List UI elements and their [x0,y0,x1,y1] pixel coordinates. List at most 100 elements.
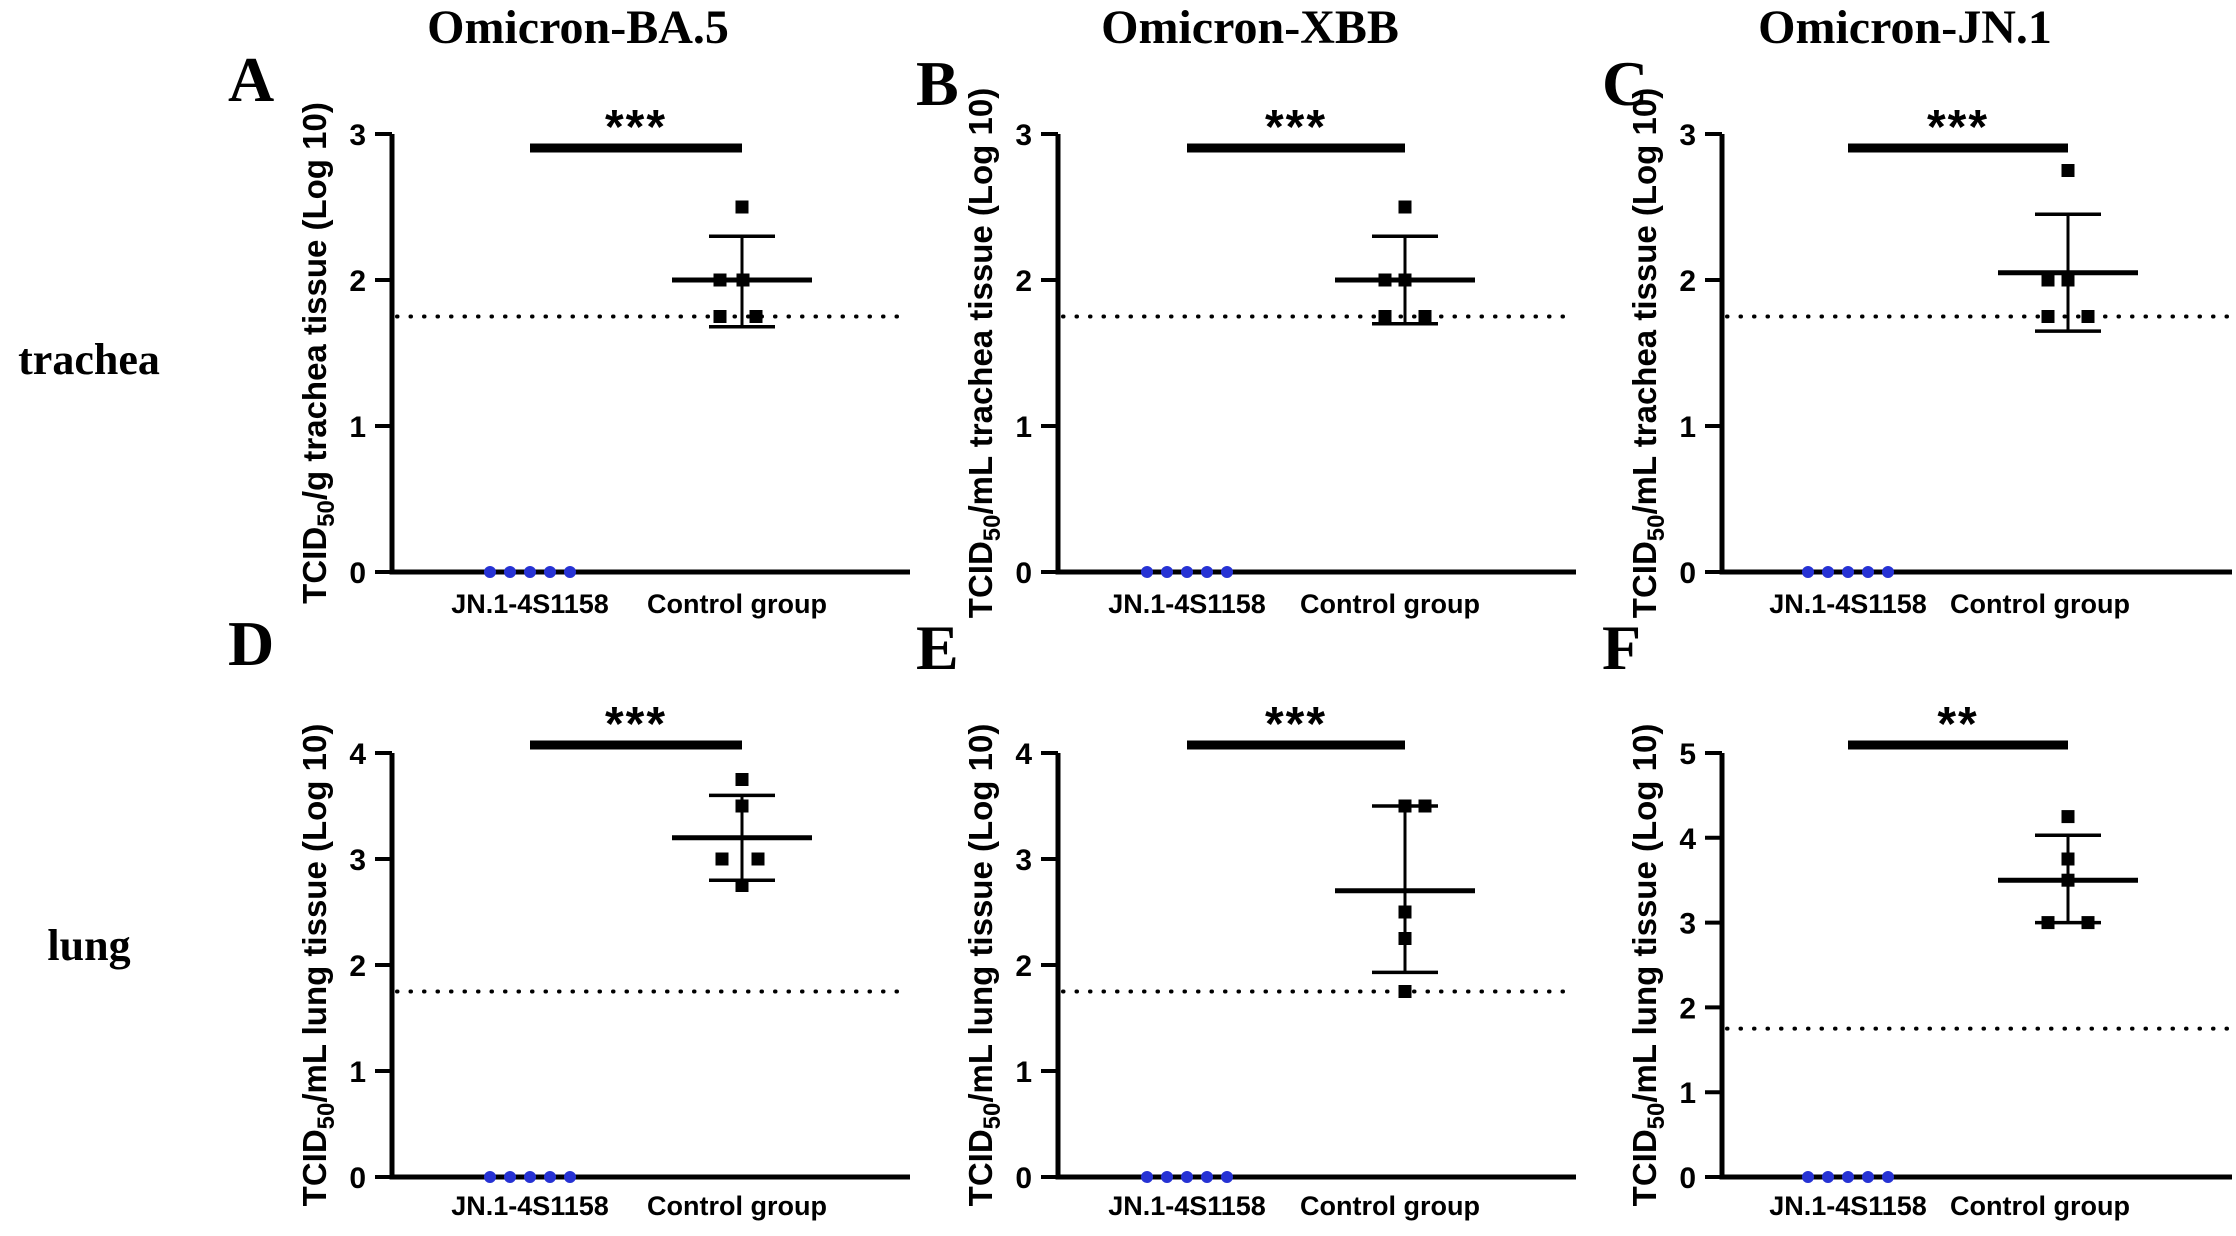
y-tick-label: 3 [349,844,366,877]
data-point-group1 [1141,1171,1153,1183]
group1-label: JN.1-4S1158 [1108,1191,1266,1221]
data-point-group2 [2061,873,2075,887]
significance-stars: *** [1265,101,1327,154]
panel-letter-e: E [916,612,959,683]
significance-stars: *** [1265,698,1327,751]
data-point-group2 [2061,164,2075,177]
data-point-group1 [1822,1171,1834,1183]
panel-letter-a: A [228,44,275,115]
data-point-group1 [544,1171,556,1183]
y-axis-label: TCID50/mL lung tissue (Log 10) [296,724,340,1207]
data-point-group1 [504,566,516,578]
y-tick-label: 5 [1679,738,1696,771]
data-point-group2 [1398,799,1412,813]
data-point-group1 [484,566,496,578]
data-point-group2 [749,310,763,323]
y-axis-label: TCID50/mL lung tissue (Log 10) [1626,724,1670,1207]
data-point-group2 [735,879,749,892]
row-label-trachea: trachea [18,335,160,384]
data-point-group2 [2081,916,2095,930]
data-point-group2 [2061,852,2075,866]
data-point-group2 [2081,310,2095,323]
data-point-group2 [1398,200,1412,214]
group1-label: JN.1-4S1158 [451,589,609,619]
panel-e-plot: 0 1 2 3 4 TCID50/mL lung tissue (Log 10) *** JN… [962,698,1578,1221]
y-tick-label: 3 [1679,119,1696,152]
data-point-group1 [544,566,556,578]
y-tick-label: 0 [1679,557,1696,590]
y-tick-label: 1 [1015,411,1032,444]
y-tick-label: 2 [1679,992,1696,1025]
data-point-group2 [2041,273,2055,287]
y-tick-label: 0 [1679,1162,1696,1195]
panel-c-plot: 0 1 2 3 TCID50/mL trachea tissue (Log 10) ***… [1626,88,2234,619]
y-tick-label: 2 [1679,265,1696,298]
panel-b-plot: 0 1 2 3 TCID50/mL trachea tissue (Log 10) ***… [962,88,1578,619]
data-point-group2 [735,200,749,214]
data-point-group1 [484,1171,496,1183]
y-tick-label: 2 [1015,265,1032,298]
data-point-group2 [2041,916,2055,930]
data-point-group1 [1842,566,1854,578]
data-point-group1 [1181,566,1193,578]
data-point-group2 [1418,310,1432,323]
y-tick-label: 4 [1015,738,1032,771]
y-tick-label: 2 [1015,950,1032,983]
y-tick-label: 3 [1015,119,1032,152]
data-point-group2 [2061,273,2075,287]
group2-label: Control group [647,589,827,619]
panel-a-plot: 0 1 2 3 TCID50/g trachea tissue (Log 10) *** J… [296,101,912,619]
y-tick-label: 0 [1015,557,1032,590]
data-point-group2 [735,799,749,813]
data-point-group1 [1221,566,1233,578]
data-point-group1 [1802,566,1814,578]
y-tick-label: 1 [349,1056,366,1089]
data-point-group2 [1398,985,1412,998]
y-axis-label: TCID50/mL trachea tissue (Log 10) [1626,88,1670,618]
y-tick-label: 0 [349,1162,366,1195]
panel-letter-f: F [1602,612,1642,683]
data-point-group2 [715,852,729,866]
data-point-group1 [524,1171,536,1183]
data-point-group2 [1398,905,1412,919]
significance-stars: *** [1927,101,1989,154]
panel-letter-d: D [228,608,275,679]
data-point-group1 [1141,566,1153,578]
data-point-group1 [564,1171,576,1183]
column-title-omicron-xbb: Omicron-XBB [1101,1,1399,54]
data-point-group1 [1802,1171,1814,1183]
y-axis-label: TCID50/g trachea tissue (Log 10) [296,102,340,604]
group2-label: Control group [1300,1191,1480,1221]
data-point-group2 [1378,310,1392,323]
data-point-group1 [504,1171,516,1183]
data-point-group2 [2041,310,2055,323]
data-point-group1 [1161,566,1173,578]
data-point-group1 [1161,1171,1173,1183]
column-title-omicron-jn1: Omicron-JN.1 [1758,1,2052,54]
data-point-group1 [1842,1171,1854,1183]
group2-label: Control group [1950,589,2130,619]
y-tick-label: 0 [1015,1162,1032,1195]
group2-label: Control group [1950,1191,2130,1221]
data-point-group2 [713,310,727,323]
data-point-group2 [1418,799,1432,813]
group1-label: JN.1-4S1158 [451,1191,609,1221]
group1-label: JN.1-4S1158 [1769,1191,1927,1221]
y-axis-label: TCID50/mL lung tissue (Log 10) [962,724,1006,1207]
data-point-group1 [1201,566,1213,578]
data-point-group1 [1201,1171,1213,1183]
y-tick-label: 1 [1679,1077,1696,1110]
y-tick-label: 3 [1679,908,1696,941]
data-point-group1 [1882,566,1894,578]
data-point-group2 [1398,273,1412,287]
data-point-group1 [1862,1171,1874,1183]
data-point-group1 [1882,1171,1894,1183]
data-point-group1 [1181,1171,1193,1183]
data-point-group2 [2061,810,2075,824]
group1-label: JN.1-4S1158 [1769,589,1927,619]
group1-label: JN.1-4S1158 [1108,589,1266,619]
significance-stars: ** [1937,698,1978,751]
group2-label: Control group [1300,589,1480,619]
